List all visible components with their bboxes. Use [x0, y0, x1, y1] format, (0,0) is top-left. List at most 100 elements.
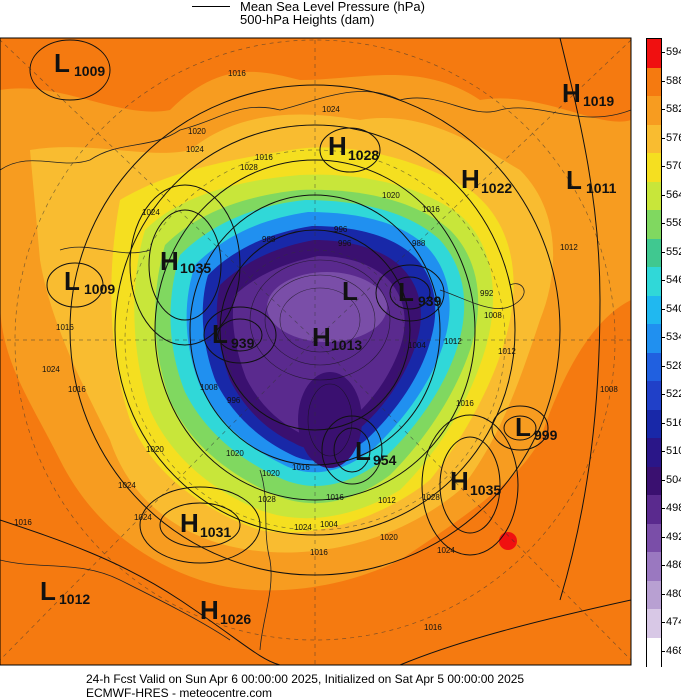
colorbar-tick — [661, 451, 665, 453]
system-h-1031: H 1031 — [180, 508, 231, 540]
colorbar-segment — [647, 438, 661, 467]
colorbar-label: 498 — [666, 502, 681, 515]
svg-text:1028: 1028 — [258, 495, 276, 504]
colorbar-segment — [647, 267, 661, 296]
svg-text:1019: 1019 — [583, 93, 614, 109]
colorbar-segment — [647, 580, 661, 610]
svg-text:H: H — [562, 78, 581, 108]
colorbar-tick — [661, 337, 665, 339]
colorbar-segment — [647, 552, 661, 581]
system-l-939-w: L 939 — [212, 319, 255, 351]
svg-text:996: 996 — [334, 225, 348, 234]
coastlines — [0, 91, 631, 651]
system-h-1035-w: H 1035 — [160, 246, 211, 276]
svg-text:996: 996 — [227, 396, 241, 405]
svg-text:L: L — [212, 319, 228, 349]
colorbar-tick — [661, 365, 665, 367]
colorbar-label: 570 — [666, 160, 681, 173]
colorbar-segment — [647, 609, 661, 638]
colorbar-tick — [661, 137, 665, 139]
zone-594-spot — [499, 532, 517, 550]
colorbar-label: 486 — [666, 559, 681, 572]
system-h-1028: H 1028 — [328, 131, 379, 163]
system-l-1009-w: L 1009 — [64, 266, 115, 297]
svg-text:L: L — [64, 266, 80, 296]
colorbar-tick — [661, 308, 665, 310]
svg-text:H: H — [160, 246, 179, 276]
svg-text:1012: 1012 — [498, 347, 516, 356]
colorbar-segment — [647, 67, 661, 97]
svg-text:1008: 1008 — [484, 311, 502, 320]
svg-text:1016: 1016 — [310, 548, 328, 557]
zone-492-core — [267, 272, 387, 342]
svg-text:1008: 1008 — [600, 385, 618, 394]
colorbar-tick — [661, 508, 665, 510]
colorbar-segment — [647, 181, 661, 211]
svg-text:H: H — [180, 508, 199, 538]
svg-text:996: 996 — [338, 239, 352, 248]
colorbar-label: 576 — [666, 131, 681, 144]
colorbar-segment — [647, 295, 661, 325]
colorbar — [646, 38, 662, 667]
svg-text:L: L — [355, 436, 371, 466]
legend-heights-label: 500-hPa Heights (dam) — [240, 12, 375, 27]
colorbar-segment — [647, 238, 661, 268]
svg-text:1004: 1004 — [320, 520, 338, 529]
source-credit: ECMWF-HRES - meteocentre.com — [86, 686, 273, 700]
svg-text:988: 988 — [412, 239, 426, 248]
colorbar-segment — [647, 466, 661, 496]
svg-text:H: H — [461, 164, 480, 194]
colorbar-tick — [661, 223, 665, 225]
svg-text:1008: 1008 — [200, 383, 218, 392]
svg-text:939: 939 — [418, 293, 442, 309]
colorbar-label: 558 — [666, 217, 681, 230]
svg-text:L: L — [54, 48, 70, 78]
svg-text:1024: 1024 — [322, 105, 340, 114]
colorbar-label: 492 — [666, 530, 681, 543]
svg-text:1009: 1009 — [84, 281, 115, 297]
svg-text:939: 939 — [231, 335, 255, 351]
system-l-unlabeled: L — [342, 276, 358, 306]
svg-text:1016: 1016 — [14, 518, 32, 527]
colorbar-segment — [647, 409, 661, 439]
colorbar-tick — [661, 479, 665, 481]
system-l-999: L 999 — [515, 412, 558, 443]
svg-text:L: L — [40, 576, 56, 606]
system-h-1035-se: H 1035 — [450, 466, 501, 498]
svg-text:1016: 1016 — [255, 153, 273, 162]
svg-text:1028: 1028 — [422, 493, 440, 502]
graticule — [0, 38, 631, 665]
colorbar-tick — [661, 166, 665, 168]
svg-text:1026: 1026 — [220, 611, 251, 627]
colorbar-tick — [661, 80, 665, 82]
colorbar-label: 534 — [666, 331, 681, 344]
colorbar-tick — [661, 109, 665, 111]
system-l-1012: L 1012 — [40, 576, 90, 607]
colorbar-label: 528 — [666, 359, 681, 372]
colorbar-tick — [661, 593, 665, 595]
colorbar-tick — [661, 422, 665, 424]
colorbar-label: 582 — [666, 103, 681, 116]
colorbar-segment — [647, 210, 661, 239]
colorbar-segment — [647, 124, 661, 154]
svg-text:1016: 1016 — [56, 323, 74, 332]
svg-text:1020: 1020 — [262, 469, 280, 478]
svg-text:1016: 1016 — [422, 205, 440, 214]
colorbar-tick — [661, 52, 665, 54]
height-contours — [249, 259, 391, 457]
forecast-valid-caption: 24-h Fcst Valid on Sun Apr 6 00:00:00 20… — [86, 672, 525, 686]
colorbar-label: 516 — [666, 416, 681, 429]
colorbar-segment — [647, 523, 661, 553]
colorbar-tick — [661, 622, 665, 624]
svg-text:1016: 1016 — [456, 399, 474, 408]
pressure-systems: L 1009 H 1019 H 1028 H 1022 L 1011 H 1035 L 100… — [40, 48, 617, 627]
svg-text:1011: 1011 — [586, 180, 617, 196]
svg-text:992: 992 — [480, 289, 494, 298]
colorbar-tick — [661, 280, 665, 282]
svg-text:1035: 1035 — [180, 260, 211, 276]
colorbar-segment — [647, 96, 661, 125]
system-h-1026: H 1026 — [200, 595, 251, 627]
colorbar-tick — [661, 194, 665, 196]
system-h-1019-ne: H 1019 — [562, 78, 614, 109]
